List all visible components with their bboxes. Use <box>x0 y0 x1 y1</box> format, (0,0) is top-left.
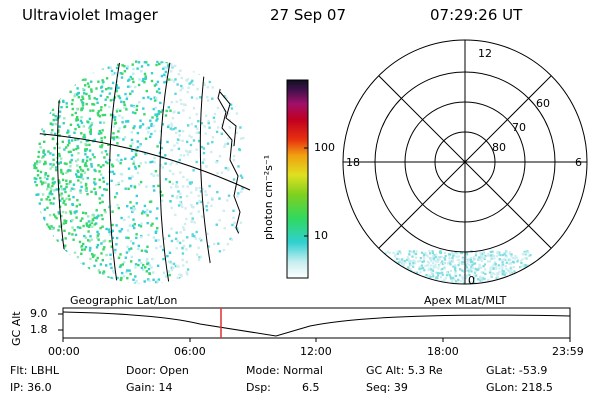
polar-plot <box>342 39 588 285</box>
mode-info: Mode: Normal <box>246 364 323 377</box>
colorbar-tick-100: 100 <box>314 141 335 154</box>
glat-info: GLat: -53.9 <box>486 364 548 377</box>
timeline-x-tick-0000: 00:00 <box>48 345 80 358</box>
timeline-axis-label: GC Alt <box>10 311 23 346</box>
ip-info: IP: 36.0 <box>10 381 52 394</box>
mlt-label-18: 18 <box>346 156 360 169</box>
timeline-left-caption: Geographic Lat/Lon <box>70 294 178 307</box>
lat-label-70: 70 <box>512 121 526 134</box>
lat-label-80: 80 <box>492 141 506 154</box>
filter-info: Flt: LBHL <box>10 364 59 377</box>
colorbar <box>286 79 309 279</box>
timeline-x-tick-1800: 18:00 <box>427 345 459 358</box>
timeline-y-tick-1: 1.8 <box>30 323 48 336</box>
colorbar-unit-label: photon cm⁻²s⁻¹ <box>262 154 275 240</box>
timeline-x-tick-1200: 12:00 <box>300 345 332 358</box>
mlt-label-12: 12 <box>478 47 492 60</box>
glon-info: GLon: 218.5 <box>486 381 553 394</box>
lat-label-60: 60 <box>536 97 550 110</box>
dsp-value: 6.5 <box>302 381 320 394</box>
date-label: 27 Sep 07 <box>270 6 346 24</box>
gain-info: Gain: 14 <box>126 381 173 394</box>
seq-info: Seq: 39 <box>366 381 408 394</box>
timeline-x-tick-2359: 23:59 <box>552 345 584 358</box>
geographic-image <box>33 60 257 284</box>
door-info: Door: Open <box>126 364 189 377</box>
timeline-x-tick-0600: 06:00 <box>174 345 206 358</box>
time-label: 07:29:26 UT <box>430 6 523 24</box>
instrument-title: Ultraviolet Imager <box>22 6 158 24</box>
gc-alt-info: GC Alt: 5.3 Re <box>366 364 443 377</box>
mlt-label-0: 0 <box>468 274 475 287</box>
mlt-label-6: 6 <box>575 156 582 169</box>
dsp-label: Dsp: <box>246 381 271 394</box>
timeline-right-caption: Apex MLat/MLT <box>424 294 507 307</box>
timeline-plot <box>58 307 571 342</box>
timeline-y-tick-9: 9.0 <box>30 307 48 320</box>
colorbar-tick-10: 10 <box>314 229 328 242</box>
